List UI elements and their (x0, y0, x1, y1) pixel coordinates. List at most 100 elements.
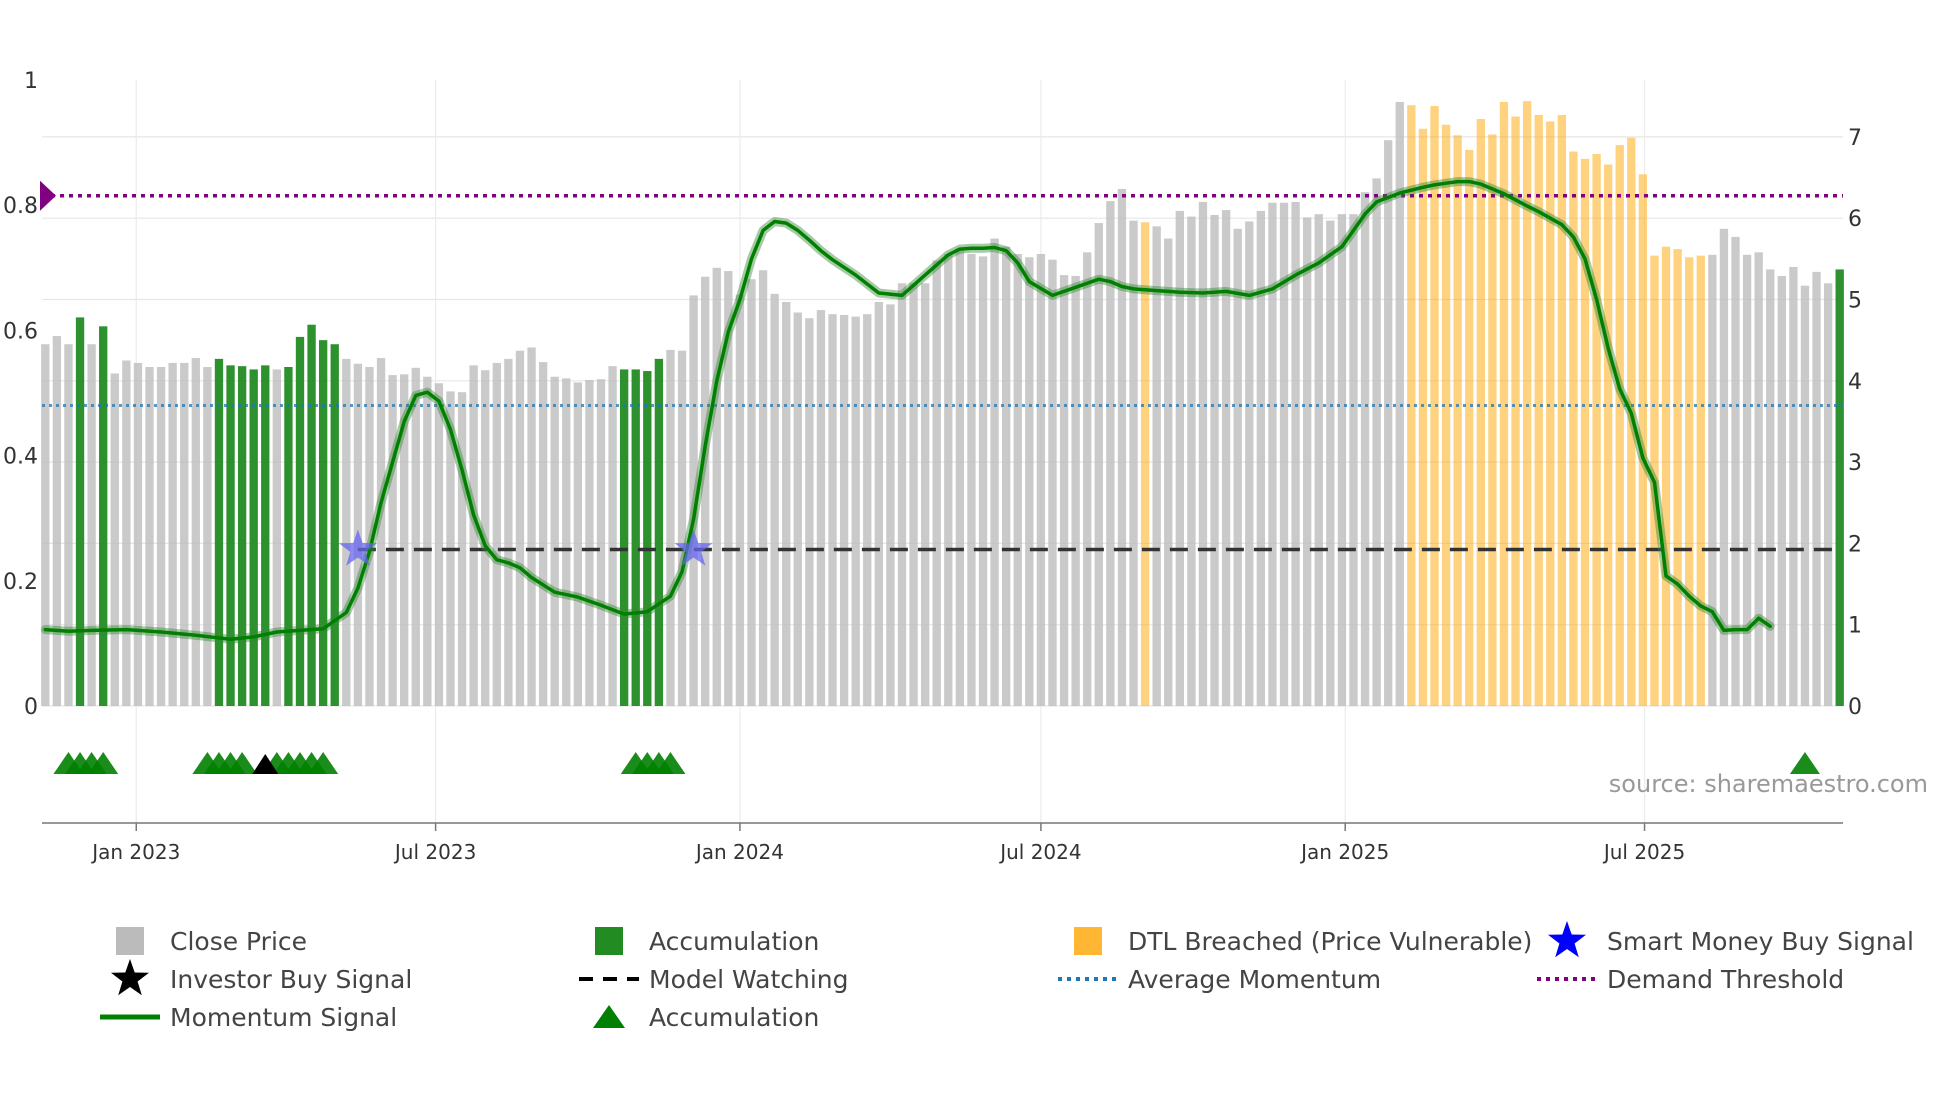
legend-label: Model Watching (649, 965, 849, 994)
legend-item: Momentum Signal (100, 1003, 397, 1032)
dtl-breached-bar (1511, 116, 1520, 707)
close-price-bar (735, 294, 745, 706)
close-price-bar (1812, 271, 1821, 706)
accumulation-swatch-icon (595, 927, 623, 955)
close-price-bar (770, 293, 779, 706)
close-price-bar (724, 271, 733, 706)
dtl-breached-bar (1673, 249, 1682, 706)
left-tick-label: 0.4 (3, 445, 38, 470)
close-price-bar (52, 336, 62, 706)
momentum-signal-line (43, 179, 1772, 642)
dtl-breached-swatch-icon (1074, 927, 1102, 955)
source-label: source: sharemaestro.com (1609, 770, 1928, 798)
close-price-swatch-icon (116, 927, 144, 955)
dtl-breached-bar (1476, 119, 1485, 706)
close-price-bar (747, 279, 756, 706)
close-price-bar (1106, 201, 1115, 706)
accumulation-bar (237, 366, 247, 706)
dtl-breached-bar (1418, 128, 1428, 706)
dtl-breached-bar (1557, 114, 1567, 707)
close-price-bar (1708, 254, 1717, 706)
dtl-breached-bar (1465, 149, 1474, 707)
close-price-bar (1395, 101, 1404, 706)
close-price-bar (1766, 269, 1775, 706)
close-price-bar (1337, 214, 1347, 706)
close-price-bar (874, 301, 883, 706)
accumulation-triangle-icon (655, 752, 686, 774)
close-price-bar (793, 312, 802, 706)
dtl-breached-bar (1546, 121, 1555, 706)
left-tick-label: 0.8 (3, 194, 38, 219)
dtl-breached-bar (1638, 174, 1648, 706)
close-price-bar (538, 362, 548, 706)
close-price-bar (1302, 217, 1312, 706)
close-price-bar (133, 362, 143, 706)
close-price-bar (562, 378, 571, 706)
close-price-bar (64, 344, 73, 706)
close-price-bar (400, 374, 409, 706)
x-tick-label: Jul 2025 (1602, 840, 1685, 864)
accumulation-bar (654, 358, 664, 706)
close-price-bar (573, 382, 583, 706)
close-price-bar (1083, 252, 1092, 706)
close-price-bar (191, 358, 200, 706)
close-price-bar (457, 392, 467, 706)
close-price-bar (1731, 236, 1740, 706)
close-price-bar (920, 283, 930, 706)
smart-money-star-icon (338, 529, 377, 566)
close-price-bar (585, 379, 594, 706)
close-price-bar (550, 376, 559, 706)
accumulation-bar (249, 369, 258, 706)
close-price-bar (944, 253, 953, 706)
accumulation-triangle-icon (593, 1005, 625, 1028)
accumulation-bar (261, 365, 270, 706)
accumulation-bar (307, 324, 316, 706)
close-price-bar (156, 366, 166, 706)
accumulation-triangle-icon (1789, 752, 1820, 774)
legend-item: Accumulation (593, 1003, 819, 1032)
dtl-breached-bar (1407, 105, 1416, 707)
right-tick-label: 2 (1848, 532, 1862, 557)
right-tick-label: 0 (1848, 695, 1862, 720)
accumulation-bar (99, 326, 108, 706)
close-price-bar (1198, 201, 1208, 706)
legend-label: Accumulation (649, 1003, 819, 1032)
close-price-bar (1117, 188, 1127, 707)
dtl-breached-bar (1603, 164, 1613, 706)
x-tick-label: Jul 2024 (998, 840, 1081, 864)
close-price-bar (1789, 266, 1798, 706)
close-price-bar (666, 349, 675, 706)
legend-item: Investor Buy Signal (111, 959, 412, 996)
close-price-bar (1221, 210, 1231, 706)
close-price-bar (122, 360, 131, 706)
legend-label: Investor Buy Signal (170, 965, 412, 994)
close-price-bar (87, 344, 96, 706)
dtl-breached-bar (1534, 114, 1543, 707)
close-price-bar (1129, 220, 1138, 706)
close-price-bar (1823, 283, 1833, 706)
left-tick-label: 0.2 (3, 570, 38, 595)
legend-item: Accumulation (595, 927, 819, 956)
accumulation-bar (75, 317, 85, 706)
close-price-bar (365, 366, 374, 706)
right-tick-label: 1 (1848, 614, 1862, 639)
accumulation-bar (619, 369, 629, 706)
legend-item: DTL Breached (Price Vulnerable) (1074, 927, 1532, 956)
momentum-layer (40, 177, 1775, 644)
close-price-bar (504, 358, 513, 706)
close-price-bar (1349, 214, 1358, 706)
accumulation-bar (330, 344, 339, 706)
close-price-bar (886, 304, 895, 706)
left-tick-label: 1 (24, 69, 38, 94)
accumulation-bar (295, 336, 305, 706)
close-price-bar (527, 347, 536, 706)
close-price-bar (388, 375, 397, 706)
close-price-bar (1013, 253, 1022, 706)
close-price-bar (1800, 285, 1810, 706)
close-price-bar (1279, 202, 1289, 706)
accumulation-bar (643, 371, 652, 706)
right-tick-label: 5 (1848, 289, 1862, 314)
close-price-bar (1175, 210, 1184, 706)
close-price-bar (897, 283, 907, 706)
close-price-bar (1742, 254, 1752, 706)
